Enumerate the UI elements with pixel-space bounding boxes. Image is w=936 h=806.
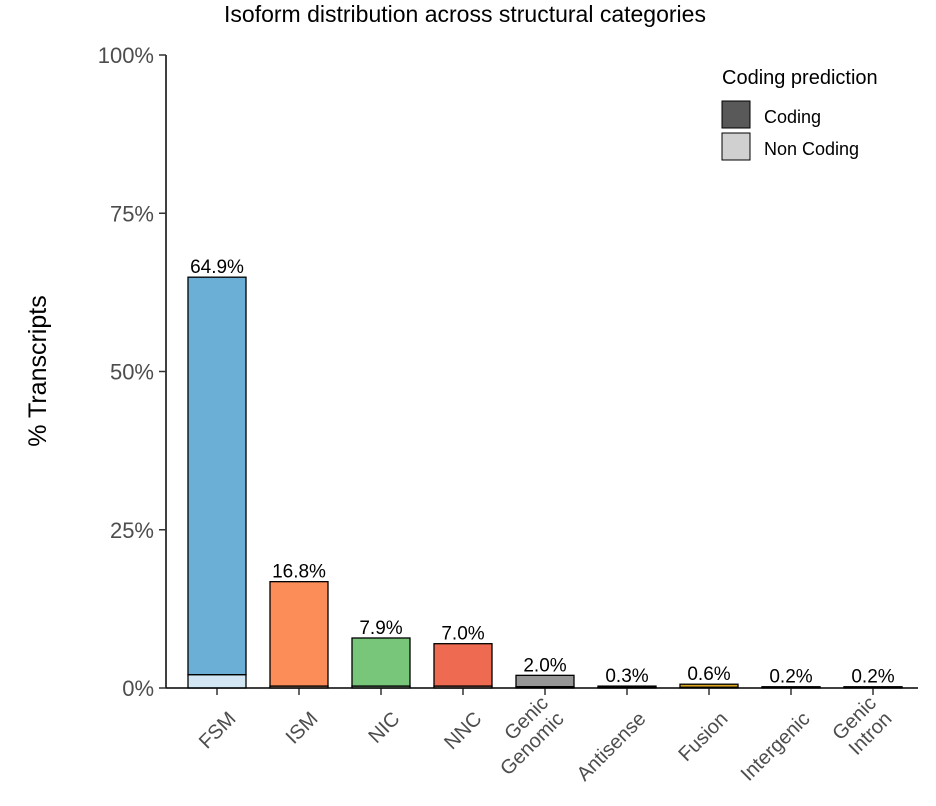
legend-label-coding: Coding: [764, 107, 821, 127]
bar-non-coding: [351, 685, 411, 689]
y-tick-label: 0%: [122, 676, 154, 701]
y-tick-label: 25%: [110, 518, 154, 543]
bar-non-coding: [269, 685, 329, 689]
x-tick-label: NNC: [440, 708, 486, 754]
legend-label-non-coding: Non Coding: [764, 139, 859, 159]
bar-coding: [515, 674, 575, 688]
bar-non-coding: [187, 674, 247, 689]
bar-non-coding: [761, 686, 821, 689]
bar-value-label: 7.0%: [441, 624, 484, 645]
x-tick-label: GenicGenomic: [481, 692, 569, 780]
data-labels: 64.9% 16.8% 7.9% 7.0% 2.0% 0.3% 0.6% 0.2% 0.2%: [190, 257, 895, 688]
bar-value-label: 64.9%: [190, 257, 244, 278]
bar-value-label: 0.2%: [769, 667, 812, 688]
x-tick-label: FSM: [195, 708, 240, 753]
bar-value-label: 16.8%: [272, 562, 326, 583]
y-axis: 0% 25% 50% 75% 100%: [98, 43, 167, 701]
legend-title: Coding prediction: [722, 67, 878, 89]
bar-non-coding: [515, 686, 575, 689]
y-tick-label: 75%: [110, 201, 154, 226]
bar-non-coding: [433, 685, 493, 689]
bars: [187, 276, 903, 689]
y-axis-title: % Transcripts: [24, 295, 52, 446]
legend-swatch-non-coding: [721, 132, 751, 161]
x-tick-label: GenicIntron: [828, 692, 896, 760]
bar-value-label: 7.9%: [359, 618, 402, 639]
x-tick-label: NIC: [365, 708, 405, 748]
bar-non-coding: [679, 686, 739, 689]
x-tick-label: ISM: [282, 708, 323, 749]
bar-value-label: 2.0%: [523, 655, 566, 676]
bar-non-coding: [597, 686, 657, 689]
bar-coding: [351, 637, 411, 687]
chart-title: Isoform distribution across structural c…: [224, 1, 706, 27]
y-tick-label: 100%: [98, 43, 154, 68]
bar-value-label: 0.2%: [851, 667, 894, 688]
y-tick-label: 50%: [110, 360, 154, 385]
bar-value-label: 0.6%: [687, 664, 730, 685]
bar-coding: [433, 643, 493, 687]
bar-coding: [187, 276, 247, 676]
legend-swatch-coding: [721, 100, 751, 129]
x-tick-label: Antisense: [573, 708, 651, 786]
x-tick-label: Fusion: [674, 708, 732, 766]
x-axis: FSM ISM NIC NNC GenicGenomic Antisense Fusion I…: [166, 687, 918, 786]
x-tick-label: Intergenic: [737, 708, 815, 786]
bar-value-label: 0.3%: [605, 666, 648, 687]
bar-non-coding: [843, 686, 903, 689]
bar-coding: [269, 581, 329, 687]
legend: Coding prediction Coding Non Coding: [721, 67, 878, 161]
